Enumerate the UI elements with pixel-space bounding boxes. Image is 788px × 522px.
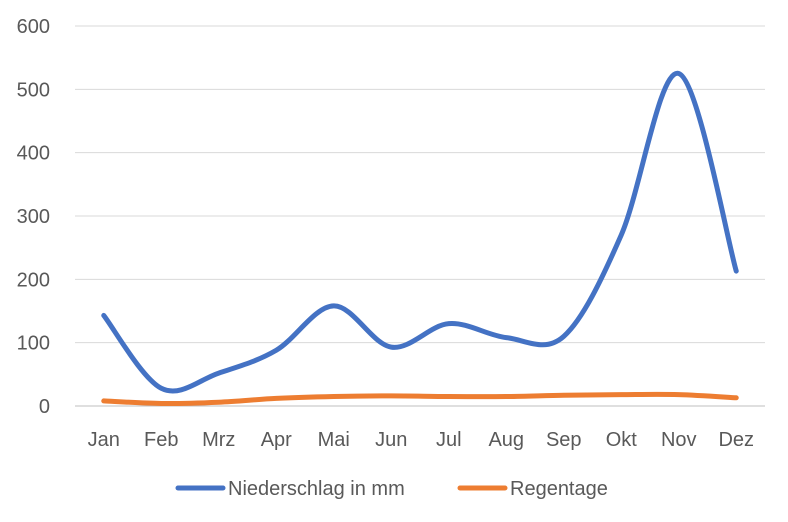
y-tick-label: 600 xyxy=(17,16,50,38)
legend-item-niederschlag: Niederschlag in mm xyxy=(175,478,405,500)
y-axis-ticks: 0 100 200 300 400 500 600 xyxy=(17,16,50,418)
x-tick-label: Nov xyxy=(661,429,697,451)
legend-label-regentage: Regentage xyxy=(510,478,608,500)
legend: Niederschlag in mm Regentage xyxy=(175,478,608,500)
x-tick-label: Sep xyxy=(546,429,582,451)
x-tick-label: Jan xyxy=(88,429,120,451)
legend-item-regentage: Regentage xyxy=(457,478,608,500)
x-tick-label: Okt xyxy=(606,429,638,451)
x-axis-ticks: Jan Feb Mrz Apr Mai Jun Jul Aug Sep Okt Nov Dez xyxy=(88,429,754,451)
x-tick-label: Feb xyxy=(144,429,178,451)
series-line-niederschlag xyxy=(101,71,739,394)
x-tick-label: Apr xyxy=(261,429,292,451)
y-tick-label: 100 xyxy=(17,333,50,355)
y-tick-label: 300 xyxy=(17,206,50,228)
y-tick-label: 500 xyxy=(17,79,50,101)
legend-label-niederschlag: Niederschlag in mm xyxy=(228,478,405,500)
x-tick-label: Jul xyxy=(436,429,462,451)
x-tick-label: Dez xyxy=(718,429,754,451)
x-tick-label: Mrz xyxy=(202,429,235,451)
x-tick-label: Mai xyxy=(318,429,350,451)
series-line-regentage xyxy=(101,391,739,407)
gridlines xyxy=(75,25,765,407)
x-tick-label: Jun xyxy=(375,429,407,451)
x-tick-label: Aug xyxy=(488,429,524,451)
y-tick-label: 400 xyxy=(17,143,50,165)
y-tick-label: 200 xyxy=(17,269,50,291)
y-tick-label: 0 xyxy=(39,396,50,418)
series-lines xyxy=(101,71,739,407)
